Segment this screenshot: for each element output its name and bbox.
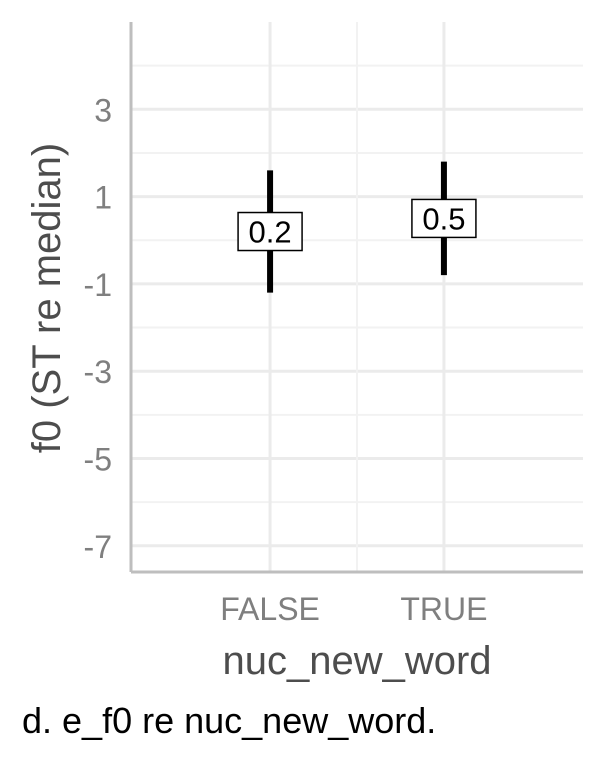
error-bars: 0.2 0.5 xyxy=(237,161,477,293)
y-tick-label: -5 xyxy=(84,442,112,478)
y-axis-title: f0 (ST re median) xyxy=(25,143,69,454)
axes xyxy=(129,22,583,574)
x-tick-label: TRUE xyxy=(400,591,487,627)
y-tick-label: -7 xyxy=(84,529,112,565)
value-label-box xyxy=(411,198,477,239)
x-tick-label: FALSE xyxy=(220,591,320,627)
x-tick-labels: FALSE TRUE xyxy=(220,591,487,627)
x-axis-title: nuc_new_word xyxy=(222,639,491,683)
y-tick-label: 3 xyxy=(94,92,112,128)
figure-caption: d. e_f0 re nuc_new_word. xyxy=(22,700,437,741)
y-tick-label: 1 xyxy=(94,180,112,216)
y-tick-labels: 3 1 -1 -3 -5 -7 xyxy=(84,92,112,565)
value-label: 0.2 xyxy=(249,215,292,250)
value-label: 0.5 xyxy=(422,201,465,236)
chart: 3 1 -1 -3 -5 -7 FALSE TRUE 0.2 0.5 nuc_new_word… xyxy=(25,22,583,683)
y-tick-label: -3 xyxy=(84,354,112,390)
y-tick-label: -1 xyxy=(84,267,112,303)
grid-lines xyxy=(131,22,583,572)
value-label-box xyxy=(237,211,303,252)
